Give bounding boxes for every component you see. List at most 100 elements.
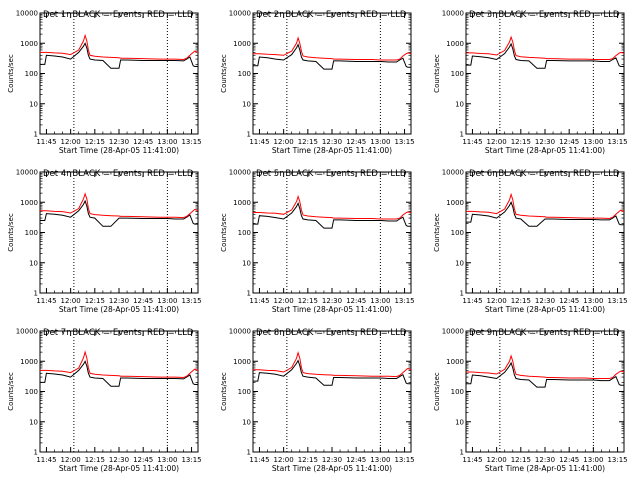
x-tick-label: 12:45 bbox=[133, 138, 153, 146]
x-tick-label: 12:00 bbox=[487, 456, 507, 464]
x-tick-label: 12:00 bbox=[61, 297, 81, 305]
plot-frame bbox=[465, 12, 625, 135]
x-tick-label: 12:45 bbox=[346, 456, 366, 464]
y-tick-label: 10 bbox=[455, 259, 464, 267]
y-tick-label: 10 bbox=[455, 418, 464, 426]
y-tick-label: 10 bbox=[29, 418, 38, 426]
x-tick-label: 12:15 bbox=[511, 297, 531, 305]
x-tick-label: 12:00 bbox=[274, 456, 294, 464]
x-axis-label: Start Time (28-Apr-05 11:41:00) bbox=[59, 464, 179, 473]
chart-panel-5: Det 5r BLACK = Events, RED = LLD 1 10 100 10… bbox=[220, 169, 415, 315]
y-tick-label: 1000 bbox=[20, 40, 38, 48]
y-axis-label: Counts/sec bbox=[7, 372, 15, 411]
x-tick-label: 13:15 bbox=[394, 456, 414, 464]
x-tick-label: 13:15 bbox=[181, 456, 201, 464]
chart-panel-1: Det 1r BLACK = Events, RED = LLD 1 10 100 10… bbox=[7, 10, 202, 156]
x-tick-label: 12:45 bbox=[559, 297, 579, 305]
x-axis-label: Start Time (28-Apr-05 11:41:00) bbox=[59, 146, 179, 155]
series-line-events bbox=[466, 42, 624, 69]
x-axis-label: Start Time (28-Apr-05 11:41:00) bbox=[59, 305, 179, 314]
y-tick-label: 10 bbox=[242, 259, 251, 267]
y-tick-label: 1 bbox=[34, 131, 38, 139]
y-tick-label: 1 bbox=[34, 449, 38, 457]
series-line-lld bbox=[253, 351, 412, 378]
series-line-events bbox=[40, 360, 198, 387]
y-tick-label: 10 bbox=[242, 100, 251, 108]
x-tick-label: 12:00 bbox=[274, 297, 294, 305]
plot-frame bbox=[252, 330, 412, 453]
x-tick-label: 12:00 bbox=[487, 138, 507, 146]
x-tick-label: 13:00 bbox=[370, 297, 390, 305]
y-tick-label: 10000 bbox=[229, 328, 251, 336]
y-tick-label: 10000 bbox=[229, 169, 251, 177]
x-tick-label: 13:00 bbox=[370, 138, 390, 146]
y-axis-label: Counts/sec bbox=[220, 372, 228, 411]
series-line-lld bbox=[466, 192, 625, 220]
x-tick-label: 12:00 bbox=[61, 138, 81, 146]
plot-frame bbox=[252, 171, 412, 294]
x-tick-label: 11:45 bbox=[462, 138, 482, 146]
x-tick-label: 13:00 bbox=[583, 456, 603, 464]
x-tick-label: 13:15 bbox=[394, 138, 414, 146]
x-tick-label: 12:00 bbox=[274, 138, 294, 146]
y-tick-label: 100 bbox=[451, 388, 464, 396]
x-axis-label: Start Time (28-Apr-05 11:41:00) bbox=[272, 464, 392, 473]
x-tick-label: 12:30 bbox=[109, 138, 129, 146]
x-tick-label: 12:45 bbox=[346, 297, 366, 305]
y-tick-label: 10000 bbox=[442, 169, 464, 177]
x-tick-label: 12:15 bbox=[511, 138, 531, 146]
y-tick-label: 1 bbox=[460, 290, 464, 298]
y-tick-label: 1 bbox=[247, 449, 251, 457]
plot-frame bbox=[465, 171, 625, 294]
series-line-events bbox=[253, 359, 411, 386]
y-tick-label: 100 bbox=[238, 70, 251, 78]
chart-title: Det 8r BLACK = Events, RED = LLD bbox=[256, 328, 407, 338]
series-line-lld bbox=[40, 192, 199, 219]
x-axis-label: Start Time (28-Apr-05 11:41:00) bbox=[272, 146, 392, 155]
chart-title: Det 3r BLACK = Events, RED = LLD bbox=[469, 10, 620, 20]
chart-panel-2: Det 2r BLACK = Events, RED = LLD 1 10 100 10… bbox=[220, 10, 415, 156]
series-line-lld bbox=[40, 33, 199, 61]
x-tick-label: 11:45 bbox=[36, 297, 56, 305]
chart-title: Det 9r BLACK = Events, RED = LLD bbox=[469, 328, 620, 338]
series-line-lld bbox=[466, 354, 625, 379]
y-axis-label: Counts/sec bbox=[7, 54, 15, 93]
x-tick-label: 13:15 bbox=[181, 297, 201, 305]
plot-frame bbox=[465, 330, 625, 453]
y-tick-label: 100 bbox=[451, 229, 464, 237]
chart-title: Det 5r BLACK = Events, RED = LLD bbox=[256, 169, 407, 179]
x-tick-label: 12:45 bbox=[346, 138, 366, 146]
chart-panel-7: Det 7r BLACK = Events, RED = LLD 1 10 100 10… bbox=[7, 328, 202, 474]
plot-frame bbox=[39, 12, 199, 135]
x-tick-label: 12:00 bbox=[61, 456, 81, 464]
y-tick-label: 10000 bbox=[442, 328, 464, 336]
x-tick-label: 13:15 bbox=[181, 138, 201, 146]
y-tick-label: 100 bbox=[451, 70, 464, 78]
y-tick-label: 1000 bbox=[20, 199, 38, 207]
y-tick-label: 10000 bbox=[16, 328, 38, 336]
x-tick-label: 11:45 bbox=[249, 138, 269, 146]
chart-title: Det 2r BLACK = Events, RED = LLD bbox=[256, 10, 407, 20]
y-tick-label: 1000 bbox=[446, 358, 464, 366]
y-tick-label: 1 bbox=[34, 290, 38, 298]
y-tick-label: 10 bbox=[29, 259, 38, 267]
series-line-lld bbox=[253, 36, 412, 61]
x-tick-label: 12:30 bbox=[535, 456, 555, 464]
x-tick-label: 11:45 bbox=[462, 297, 482, 305]
y-tick-label: 1 bbox=[460, 131, 464, 139]
x-tick-label: 11:45 bbox=[36, 456, 56, 464]
x-tick-label: 13:15 bbox=[394, 297, 414, 305]
x-tick-label: 11:45 bbox=[249, 456, 269, 464]
x-tick-label: 13:15 bbox=[607, 138, 627, 146]
y-axis-label: Counts/sec bbox=[433, 54, 441, 93]
chart-title: Det 4r BLACK = Events, RED = LLD bbox=[43, 169, 194, 179]
x-tick-label: 13:15 bbox=[607, 456, 627, 464]
x-axis-label: Start Time (28-Apr-05 11:41:00) bbox=[485, 146, 605, 155]
x-tick-label: 12:45 bbox=[559, 138, 579, 146]
x-tick-label: 13:00 bbox=[370, 456, 390, 464]
chart-panel-9: Det 9r BLACK = Events, RED = LLD 1 10 100 10… bbox=[433, 328, 628, 474]
y-tick-label: 10 bbox=[242, 418, 251, 426]
y-tick-label: 1000 bbox=[446, 199, 464, 207]
series-line-events bbox=[466, 361, 624, 388]
y-tick-label: 100 bbox=[238, 388, 251, 396]
